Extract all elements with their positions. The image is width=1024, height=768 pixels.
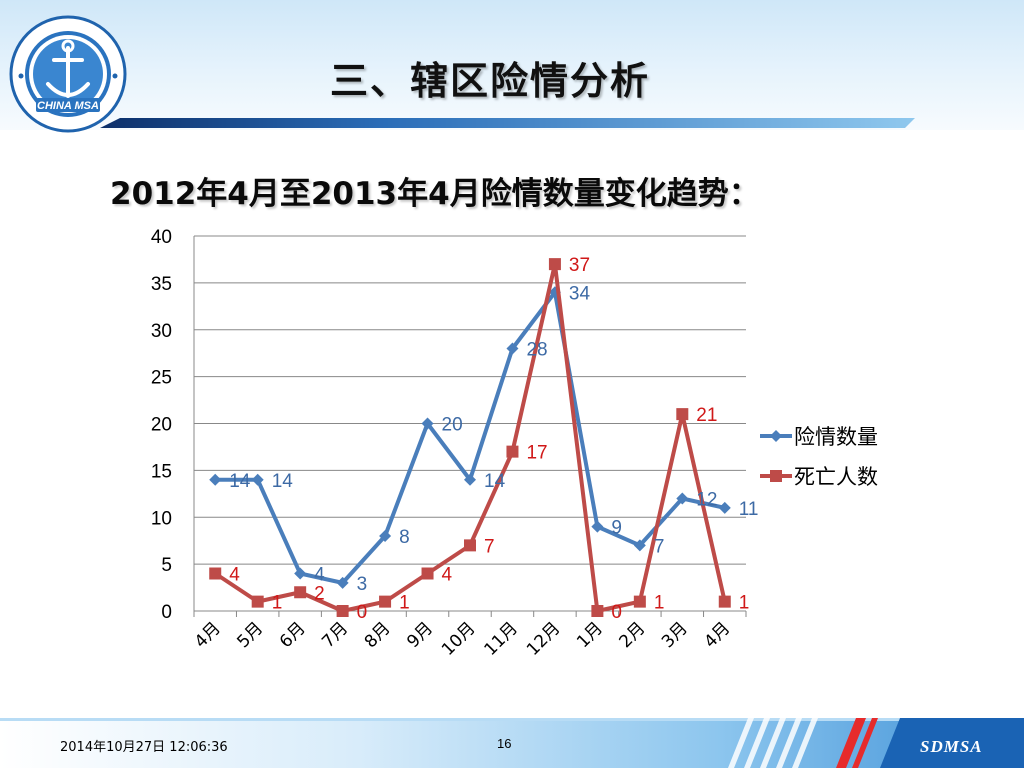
data-label: 3 <box>357 574 368 595</box>
data-label: 8 <box>399 527 410 548</box>
brand-wordmark: SDMSA <box>920 737 983 756</box>
x-tick-label: 4月 <box>191 618 225 652</box>
china-msa-logo: CHINA MSA <box>9 15 127 133</box>
x-tick-label: 7月 <box>318 618 352 652</box>
svg-text:CHINA MSA: CHINA MSA <box>37 100 99 112</box>
data-label: 4 <box>229 565 240 586</box>
data-label: 14 <box>229 471 251 492</box>
y-tick-label: 0 <box>161 602 172 623</box>
data-point <box>421 417 434 430</box>
data-point <box>676 408 689 421</box>
data-label: 1 <box>272 593 283 614</box>
data-point <box>294 586 307 599</box>
data-point <box>294 567 307 580</box>
data-label: 9 <box>611 518 622 539</box>
footer-bar <box>0 718 1024 768</box>
header-stripe <box>100 118 915 128</box>
data-point <box>209 567 222 580</box>
y-tick-label: 35 <box>151 274 172 295</box>
x-axis-ticks: 4月 5月 6月 7月 8月 9月 10月 11月 12月 1月 2月 3月 4月 <box>191 618 734 659</box>
y-tick-label: 30 <box>151 321 172 342</box>
data-label: 37 <box>569 255 590 276</box>
data-label: 0 <box>611 602 622 623</box>
data-point <box>591 520 604 533</box>
header-banner: CHINA MSA 三、辖区险情分析 <box>0 0 1024 133</box>
legend-marker <box>770 430 782 442</box>
y-axis-ticks: 0 5 10 15 20 25 30 35 40 <box>151 227 172 623</box>
y-tick-label: 25 <box>151 368 172 389</box>
data-point <box>209 473 222 486</box>
x-tick-label: 4月 <box>700 618 734 652</box>
page-number: 16 <box>497 736 512 751</box>
data-label: 2 <box>314 583 325 604</box>
data-label: 7 <box>484 536 495 557</box>
x-tick-label: 6月 <box>276 618 310 652</box>
data-label: 1 <box>739 593 750 614</box>
data-point <box>506 342 519 355</box>
x-tick-label: 1月 <box>573 618 607 652</box>
data-label: 11 <box>739 499 759 520</box>
data-label: 1 <box>399 593 410 614</box>
data-point <box>548 258 561 271</box>
page-title: 三、辖区险情分析 <box>330 59 651 103</box>
data-label: 4 <box>442 565 453 586</box>
data-point <box>718 501 731 514</box>
x-tick-label: 12月 <box>523 618 564 659</box>
data-point <box>633 595 646 608</box>
legend-marker <box>770 470 782 482</box>
legend-label: 死亡人数 <box>794 465 878 489</box>
data-point <box>464 539 476 552</box>
data-point <box>591 605 604 617</box>
data-label: 20 <box>442 415 463 436</box>
data-label: 17 <box>526 443 547 464</box>
y-tick-label: 15 <box>151 461 172 482</box>
series-layer <box>209 258 731 617</box>
data-label: 34 <box>569 283 591 304</box>
chart-axes <box>193 236 747 617</box>
x-tick-label: 5月 <box>233 618 267 652</box>
data-point <box>464 473 476 486</box>
x-tick-label: 3月 <box>658 618 692 652</box>
data-point <box>251 473 264 486</box>
data-point <box>336 576 349 589</box>
x-tick-label: 11月 <box>481 618 522 659</box>
data-label: 4 <box>314 565 325 586</box>
footer-date: 2014年10月27日 12:06:36 <box>60 740 228 755</box>
data-point <box>718 595 731 608</box>
y-tick-label: 20 <box>151 415 172 436</box>
data-point <box>379 530 392 542</box>
data-label: 21 <box>696 405 717 426</box>
series-line <box>215 290 726 585</box>
data-point <box>421 567 434 580</box>
data-point <box>336 605 349 617</box>
data-label: 14 <box>272 471 294 492</box>
data-point <box>633 539 646 552</box>
data-label: 14 <box>484 471 506 492</box>
data-label: 12 <box>696 490 717 511</box>
y-tick-label: 10 <box>151 508 172 529</box>
legend-item: 险情数量 <box>760 425 878 449</box>
legend-label: 险情数量 <box>794 425 878 449</box>
x-tick-label: 8月 <box>361 618 395 652</box>
x-tick-label: 2月 <box>616 618 650 652</box>
chart-title: 2012年4月至2013年4月险情数量变化趋势： <box>110 176 760 212</box>
grid-lines <box>194 235 746 565</box>
x-tick-label: 10月 <box>438 618 479 659</box>
data-label: 7 <box>654 536 665 557</box>
data-point <box>676 492 689 505</box>
data-label: 1 <box>654 593 665 614</box>
data-point <box>251 595 264 608</box>
y-tick-label: 40 <box>151 227 172 248</box>
y-tick-label: 5 <box>161 555 172 576</box>
legend-item: 死亡人数 <box>760 465 878 489</box>
data-point <box>379 595 392 608</box>
data-label: 28 <box>526 340 547 361</box>
series-2 <box>209 258 731 617</box>
data-label: 0 <box>357 602 368 623</box>
x-tick-label: 9月 <box>403 618 437 652</box>
data-point <box>506 445 519 458</box>
